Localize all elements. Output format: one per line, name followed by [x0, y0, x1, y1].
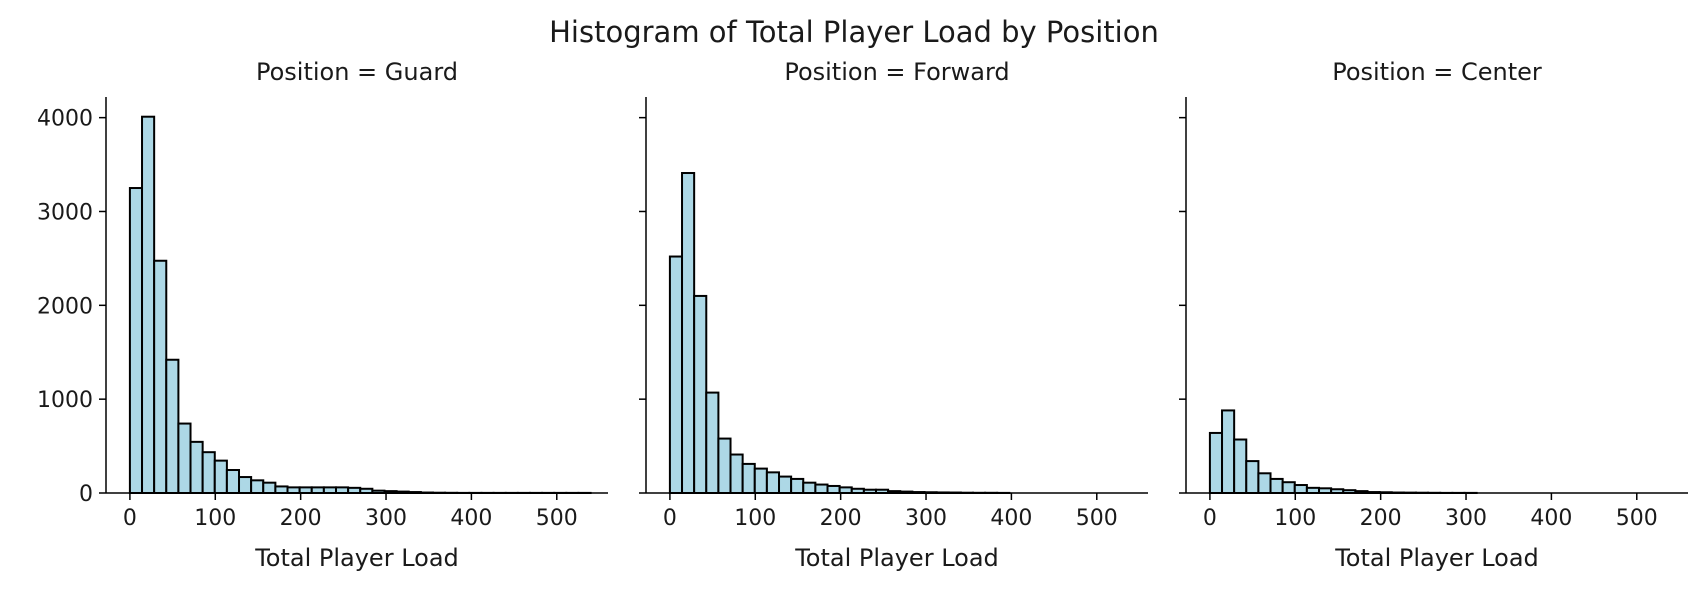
facet-title: Position = Forward — [784, 58, 1009, 86]
y-tick-label: 2000 — [37, 294, 93, 319]
histogram-bar — [767, 472, 779, 493]
bars — [1210, 410, 1477, 493]
histogram-bar — [670, 257, 682, 493]
histogram-bar — [731, 455, 743, 493]
x-tick-label: 200 — [280, 506, 322, 531]
histogram-bar — [336, 487, 348, 493]
x-tick-label: 0 — [1203, 506, 1217, 531]
x-axis-label: Total Player Load — [794, 544, 999, 572]
histogram-bar — [779, 477, 791, 493]
x-tick-label: 100 — [1274, 506, 1316, 531]
y-tick-label: 3000 — [37, 200, 93, 225]
histogram-bar — [828, 486, 840, 493]
x-tick-label: 500 — [1076, 506, 1118, 531]
histogram-bar — [1271, 479, 1283, 493]
histogram-bar — [1307, 488, 1319, 493]
x-tick-label: 500 — [1616, 506, 1658, 531]
histogram-bar — [166, 360, 178, 493]
histogram-bar — [815, 485, 827, 493]
histogram-bar — [154, 261, 166, 493]
chart-title: Histogram of Total Player Load by Positi… — [549, 15, 1159, 49]
x-tick-label: 200 — [820, 506, 862, 531]
histogram-bar — [1295, 485, 1307, 493]
histogram-bar — [130, 188, 142, 493]
histogram-bar — [239, 477, 251, 493]
x-tick-label: 100 — [194, 506, 236, 531]
x-tick-label: 0 — [123, 506, 137, 531]
facet-panel-3: Position = Center 0 100 200 300 400 500 Total P… — [1179, 58, 1688, 572]
bars — [130, 117, 591, 493]
histogram-bar — [263, 483, 275, 493]
bars — [670, 173, 1009, 493]
histogram-bar — [312, 487, 324, 493]
histogram-bar — [288, 487, 300, 493]
histogram-bar — [1283, 482, 1295, 493]
facet-title: Position = Center — [1332, 58, 1542, 86]
x-tick-label: 500 — [536, 506, 578, 531]
facet-panel-2: Position = Forward 0 100 200 300 400 500 Total … — [639, 58, 1148, 572]
x-tick-label: 200 — [1360, 506, 1402, 531]
histogram-bar — [300, 487, 312, 493]
histogram-bar — [275, 486, 287, 493]
histogram-bar — [215, 461, 227, 493]
x-tick-label: 400 — [990, 506, 1032, 531]
histogram-bar — [840, 487, 852, 493]
y-tick-label: 1000 — [37, 388, 93, 413]
histogram-bar — [755, 469, 767, 493]
histogram-bar — [1210, 433, 1222, 493]
x-tick-label: 400 — [1530, 506, 1572, 531]
histogram-bar — [706, 393, 718, 493]
histogram-bar — [203, 452, 215, 493]
facet-title: Position = Guard — [256, 58, 458, 86]
histogram-bar — [694, 296, 706, 493]
x-tick-label: 300 — [905, 506, 947, 531]
x-axis-label: Total Player Load — [254, 544, 459, 572]
x-tick-label: 100 — [734, 506, 776, 531]
histogram-bar — [1234, 440, 1246, 493]
histogram-bar — [682, 173, 694, 493]
histogram-bar — [1258, 473, 1270, 493]
y-tick-label: 0 — [79, 482, 93, 507]
x-tick-label: 0 — [663, 506, 677, 531]
histogram-bar — [348, 488, 360, 493]
histogram-bar — [251, 480, 263, 493]
x-tick-label: 300 — [365, 506, 407, 531]
x-tick-label: 400 — [450, 506, 492, 531]
histogram-bar — [178, 424, 190, 493]
histogram-bar — [324, 487, 336, 493]
histogram-bar — [743, 464, 755, 493]
histogram-bar — [227, 470, 239, 493]
x-tick-label: 300 — [1445, 506, 1487, 531]
histogram-bar — [791, 479, 803, 493]
histogram-bar — [142, 117, 154, 493]
histogram-bar — [1246, 461, 1258, 493]
histogram-bar — [803, 483, 815, 493]
facet-panel-1: Position = Guard 0 100 200 300 400 500 0 1000 200… — [37, 58, 608, 572]
histogram-bar — [191, 442, 203, 493]
histogram-bar — [1222, 410, 1234, 493]
histogram-bar — [718, 439, 730, 493]
y-tick-label: 4000 — [37, 107, 93, 132]
x-axis-label: Total Player Load — [1334, 544, 1539, 572]
